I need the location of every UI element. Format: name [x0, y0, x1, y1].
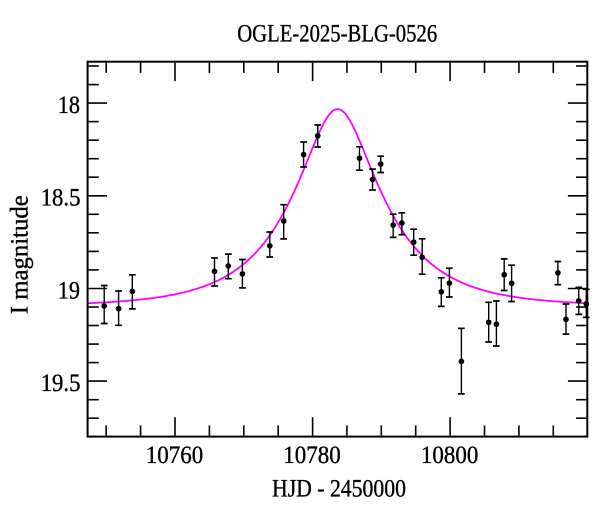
svg-text:HJD - 2450000: HJD - 2450000: [272, 476, 406, 503]
svg-text:19: 19: [58, 277, 80, 304]
svg-text:18.5: 18.5: [41, 185, 81, 212]
svg-text:10760: 10760: [146, 442, 204, 469]
svg-text:I magnitude: I magnitude: [6, 195, 33, 314]
svg-text:10800: 10800: [421, 442, 479, 469]
svg-text:18: 18: [58, 92, 80, 119]
svg-text:10780: 10780: [283, 442, 341, 469]
svg-text:19.5: 19.5: [41, 370, 81, 397]
svg-text:OGLE-2025-BLG-0526: OGLE-2025-BLG-0526: [237, 21, 437, 48]
